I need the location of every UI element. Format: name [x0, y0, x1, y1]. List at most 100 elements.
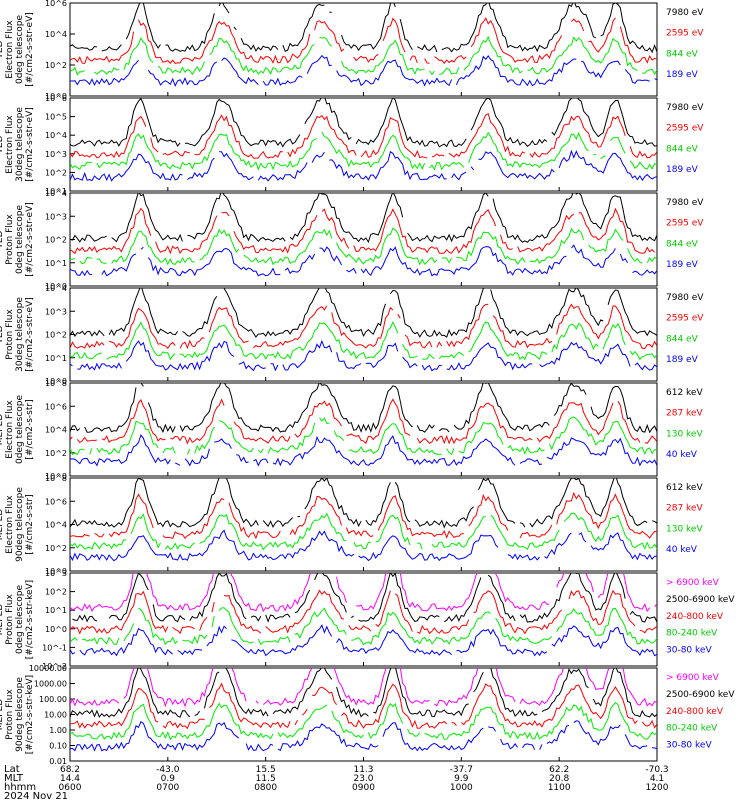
legend-entry: 2595 eV	[666, 29, 704, 39]
traces	[70, 383, 657, 467]
panel-1: 10^0 10^2 10^4 10^6 TED Electron Flux 0deg tel…	[0, 0, 704, 101]
legend-entry: 287 keV	[666, 409, 703, 419]
series-trace-green	[70, 607, 657, 646]
y-tick-label: 10^2	[45, 236, 67, 245]
y-tick-label: 10^3	[45, 150, 67, 159]
y-tick-label: 10^4	[45, 189, 67, 198]
x-tick-label-lat: -37.7	[450, 765, 473, 775]
legend-entry: 240-800 keV	[666, 612, 724, 622]
y-tick-label: 1000.00	[34, 680, 67, 689]
traces	[70, 3, 657, 87]
y-tick-label: 10^4	[45, 521, 67, 530]
y-tick-label: 10000.00	[29, 664, 67, 673]
legend-entry: 2500-6900 keV	[666, 595, 735, 605]
panel-frame	[69, 382, 658, 477]
legend-entry: 7980 eV	[666, 8, 704, 18]
panel-ylabel: TED Proton Flux 0deg telescope [#/cm2-s-str…	[0, 202, 35, 277]
x-tick-label-mlt: 0.9	[161, 774, 176, 784]
series-trace-red	[70, 207, 655, 255]
series-trace-green	[70, 321, 657, 361]
y-tick-label: 0.10	[49, 742, 67, 751]
x-tick-label-lat: -70.3	[645, 765, 668, 775]
series-trace-green	[70, 131, 657, 171]
traces	[70, 288, 657, 372]
y-tick-label: 10^4	[45, 284, 67, 293]
x-tick-label-lat: 62.2	[549, 765, 569, 775]
x-tick-label-lat: -43.0	[156, 765, 180, 775]
legend-entry: 189 eV	[666, 165, 699, 175]
legend-entry: 40 keV	[666, 450, 698, 460]
series-trace-magenta	[70, 573, 657, 613]
traces	[70, 668, 657, 752]
series-trace-black	[70, 98, 657, 148]
x-date-label: 2024 Nov 21	[4, 791, 68, 800]
y-tick-label: 10^3	[45, 569, 67, 578]
y-tick-label: 10^2	[45, 588, 67, 597]
legend-entry: 30-80 keV	[666, 741, 712, 751]
panel-ylabel-line: TED	[0, 325, 5, 344]
panel-frame	[69, 572, 658, 667]
legend-entry: 189 eV	[666, 260, 699, 270]
y-tick-label: 10^2	[45, 331, 67, 340]
series-trace-red	[70, 589, 657, 635]
x-tick-label-lat: 68.2	[60, 765, 80, 775]
x-tick-label-mlt: 20.8	[549, 774, 569, 784]
panel-ylabel-line: [#/cm2-s-str]	[25, 399, 35, 459]
panel-ylabel: MEPED Proton Flux 90deg telescope [#/cm2-s-…	[0, 675, 35, 754]
panel-ylabel: MEPED Electron Flux 90deg telescope [#/cm2-…	[0, 487, 35, 562]
series-trace-black	[70, 383, 657, 434]
legend-entry: 240-800 keV	[666, 707, 724, 717]
x-row-label-mlt: MLT	[4, 773, 24, 784]
panel-ylabel-line: 0deg telescope	[15, 395, 25, 465]
legend-entry: 7980 eV	[666, 293, 704, 303]
panel-ylabel-line: 30deg telescope	[15, 107, 25, 182]
y-tick-label: 10^1	[45, 354, 67, 363]
x-tick-label-lat: 15.5	[256, 765, 276, 775]
y-tick-label: 10^4	[45, 131, 67, 140]
panel-3: 10^0 10^1 10^2 10^3 10^4 TED Proton Flux 0deg t…	[0, 189, 704, 291]
y-tick-label: 1.00	[49, 726, 67, 735]
series-trace-blue	[70, 529, 657, 562]
legend-entry: 844 eV	[666, 239, 699, 249]
y-tick-label: 10^0	[45, 282, 67, 291]
y-tick-label: 10^6	[45, 0, 67, 8]
series-trace-black	[70, 3, 657, 54]
legend-entry: > 6900 keV	[666, 578, 720, 588]
legend-entry: 189 eV	[666, 355, 699, 365]
x-tick-label-hhmm: 1100	[548, 783, 571, 793]
y-tick-label: 10^1	[45, 259, 67, 268]
panel-ylabel-line: Electron Flux	[5, 400, 15, 459]
panel-ylabel-line: TED	[0, 135, 5, 154]
series-trace-red	[70, 491, 657, 540]
y-tick-label: 10^0	[45, 567, 67, 576]
panel-ylabel-line: Electron Flux	[5, 20, 15, 79]
panel-ylabel-line: MEPED	[0, 699, 5, 731]
series-trace-black	[70, 478, 657, 529]
y-tick-label: 10^-2	[42, 662, 67, 671]
x-tick-label-mlt: 14.4	[60, 774, 80, 784]
panel-ylabel-line: Proton Flux	[5, 689, 15, 740]
panel-frame	[69, 97, 658, 192]
panel-ylabel-line: Electron Flux	[5, 495, 15, 554]
y-tick-label: 10.00	[44, 711, 67, 720]
panel-ylabel-line: 0deg telescope	[15, 205, 25, 275]
panel-ylabel-line: [#/cm2-s-str-keV]	[25, 675, 35, 754]
panel-ylabel-line: [#/cm2-s-str-eV]	[25, 107, 35, 182]
y-tick-label: 10^4	[45, 30, 67, 39]
panel-ylabel-line: 90deg telescope	[15, 487, 25, 562]
series-trace-red	[70, 303, 657, 350]
panel-ylabel-line: Proton Flux	[5, 594, 15, 645]
panel-ylabel-line: [#/cm2-s-str-eV]	[25, 297, 35, 372]
legend-entry: 287 keV	[666, 504, 703, 514]
series-trace-black	[70, 668, 657, 718]
y-tick-label: 0.01	[49, 757, 67, 766]
y-tick-label: 10^0	[45, 472, 67, 481]
panel-ylabel-line: MEPED	[0, 414, 5, 446]
legend-entry: 844 eV	[666, 49, 699, 59]
panel-ylabel-line: TED	[0, 230, 5, 249]
panel-ylabel-line: [#/cm2-s-str-eV]	[25, 202, 35, 277]
legend-entry: 7980 eV	[666, 198, 704, 208]
series-trace-red	[70, 398, 657, 445]
